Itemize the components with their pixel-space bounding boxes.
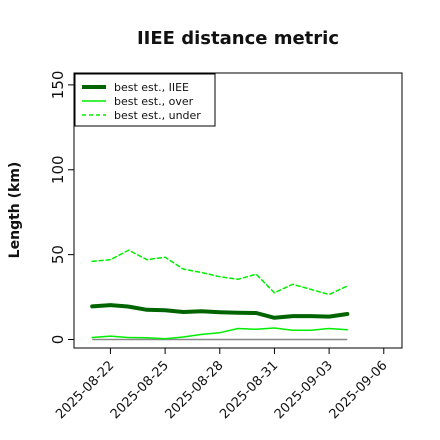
y-tick-label-0: 0 xyxy=(49,335,67,345)
legend-label-1: best est., over xyxy=(114,95,194,108)
y-axis-label: Length (km) xyxy=(7,162,23,259)
plot-frame xyxy=(73,72,403,349)
series-layer xyxy=(90,249,350,340)
legend-box xyxy=(74,73,216,127)
y-tick-label-3: 150 xyxy=(49,71,67,100)
chart-title: IIEE distance metric xyxy=(137,28,339,49)
x-tick-label-5: 2025-09-06 xyxy=(327,358,391,422)
legend-label-2: best est., under xyxy=(114,109,201,122)
y-tick-label-1: 50 xyxy=(49,245,67,264)
series-line-0 xyxy=(90,303,350,320)
series-line-2 xyxy=(91,249,349,296)
legend-label-0: best est., IIEE xyxy=(114,81,189,94)
series-line-1 xyxy=(91,327,349,340)
y-tick-label-2: 100 xyxy=(49,155,67,184)
